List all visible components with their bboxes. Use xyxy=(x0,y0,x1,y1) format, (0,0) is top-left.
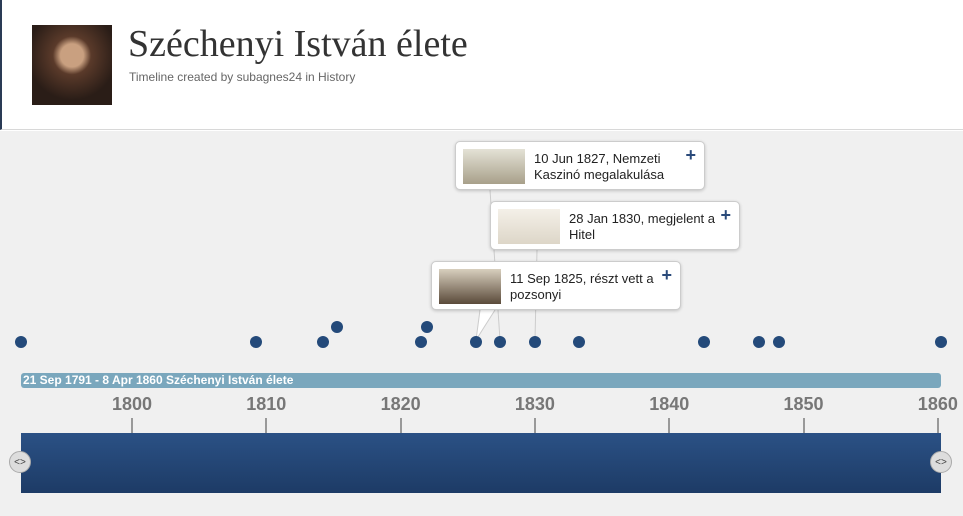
expand-icon[interactable]: + xyxy=(685,145,696,165)
card-text: 10 Jun 1827, Nemzeti Kaszinó megalakulás… xyxy=(534,151,665,182)
portrait xyxy=(32,25,112,105)
event-dot[interactable] xyxy=(421,321,434,333)
x-tick-label: 1810 xyxy=(246,394,287,414)
event-card[interactable]: 28 Jan 1830, megjelent a Hitel + xyxy=(490,201,740,250)
event-dot[interactable] xyxy=(528,336,541,348)
thumbnail xyxy=(498,209,560,244)
event-dot[interactable] xyxy=(753,336,766,348)
event-dot[interactable] xyxy=(249,336,262,348)
event-dot[interactable] xyxy=(573,336,586,348)
x-tick-label: 1820 xyxy=(380,394,421,414)
card-text: 28 Jan 1830, megjelent a Hitel xyxy=(569,211,715,242)
x-tick-label: 1860 xyxy=(917,394,958,414)
event-dot[interactable] xyxy=(698,336,711,348)
title: Széchenyi István élete xyxy=(128,23,468,65)
expand-icon[interactable]: + xyxy=(720,205,731,225)
tick-mark xyxy=(936,418,939,433)
navigator[interactable] xyxy=(21,433,941,493)
x-tick-label: 1830 xyxy=(514,394,555,414)
event-dot[interactable] xyxy=(934,336,947,348)
tick-mark xyxy=(399,418,402,433)
tick-mark xyxy=(802,418,805,433)
x-tick-label: 1800 xyxy=(111,394,153,414)
event-dot[interactable] xyxy=(773,336,786,348)
event-dot[interactable] xyxy=(469,336,482,348)
event-card[interactable]: 11 Sep 1825, részt vett a pozsonyi + xyxy=(431,261,681,310)
event-dot[interactable] xyxy=(14,336,27,348)
nav-handle-left[interactable]: <> xyxy=(9,451,31,473)
tick-mark xyxy=(131,418,133,433)
connector xyxy=(475,309,496,341)
event-dot[interactable] xyxy=(494,336,506,348)
event-dot[interactable] xyxy=(316,336,329,348)
expand-icon[interactable]: + xyxy=(661,265,672,285)
tick-mark xyxy=(668,418,671,433)
range-bar: 21 Sep 1791 - 8 Apr 1860 Széchenyi Istvá… xyxy=(21,373,941,388)
event-card[interactable]: 10 Jun 1827, Nemzeti Kaszinó megalakulás… xyxy=(455,141,705,190)
x-tick-label: 1850 xyxy=(783,394,824,414)
thumbnail xyxy=(439,269,501,304)
event-dot[interactable] xyxy=(414,336,427,348)
nav-handle-right[interactable]: <> xyxy=(930,451,952,473)
event-dot[interactable] xyxy=(331,321,344,333)
thumbnail xyxy=(463,149,525,184)
header: Széchenyi István élete Timeline created … xyxy=(0,0,963,130)
tick-mark xyxy=(533,418,536,433)
tick-mark xyxy=(265,418,268,433)
subtitle[interactable]: Timeline created by subagnes24 in Histor… xyxy=(129,70,356,84)
x-tick-label: 1840 xyxy=(649,394,690,414)
card-text: 11 Sep 1825, részt vett a pozsonyi xyxy=(510,271,654,302)
